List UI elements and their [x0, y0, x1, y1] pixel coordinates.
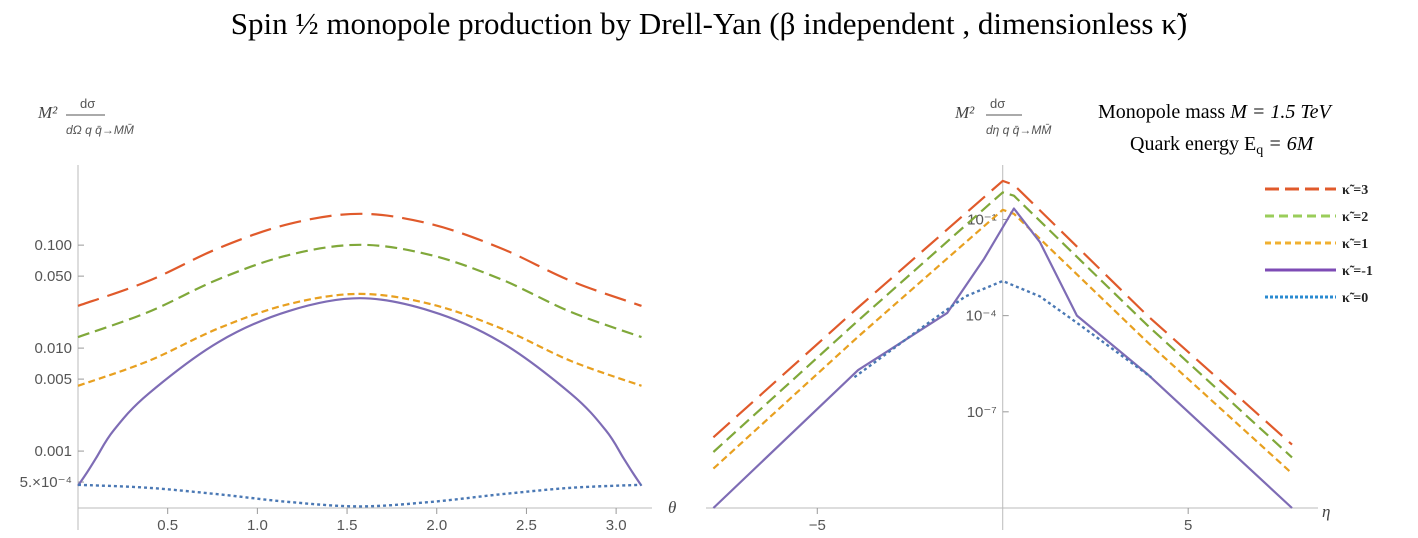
right-ylabel-main: M² — [954, 103, 975, 122]
legend-label-0: κ̃ =3 — [1342, 183, 1368, 198]
right-ylabel: M² dσ dη q q̄→MM̄ — [954, 96, 1051, 137]
left-series-line-2 — [77, 292, 642, 387]
right-x-tick-label: 5 — [1184, 517, 1192, 534]
left-x-tick-label: 3.0 — [606, 517, 627, 534]
right-xlabel: η — [1322, 502, 1330, 521]
left-xlabel: θ — [668, 498, 676, 517]
left-series-line-4 — [77, 483, 642, 508]
left-x-tick-label: 1.0 — [247, 517, 268, 534]
left-y-tick-label: 0.010 — [34, 340, 72, 357]
legend-label-2: κ̃ =1 — [1342, 237, 1368, 252]
right-panel: −5 5 10⁻⁷ 10⁻⁴ 10⁻¹ — [706, 165, 1318, 534]
left-y-tick-label: 5.×10⁻⁴ — [20, 474, 72, 491]
left-x-tick-label: 0.5 — [157, 517, 178, 534]
right-series-line-0 — [712, 179, 1293, 446]
left-series-line-3 — [77, 297, 643, 487]
left-x-tick-label: 2.0 — [426, 517, 447, 534]
legend: κ̃ =3 κ̃ =2 κ̃ =1 κ̃ =-1 κ̃ =0 — [1265, 183, 1373, 306]
right-y-tick-label: 10⁻⁷ — [967, 404, 997, 421]
legend-label-3: κ̃ =-1 — [1342, 264, 1373, 279]
chart-main-title: Spin ½ monopole production by Drell-Yan … — [230, 6, 1188, 41]
annotation-block: Monopole mass M = 1.5 TeV Quark energy E… — [1098, 101, 1334, 158]
left-ylabel-main: M² — [37, 103, 58, 122]
annotation-line2-sub: q — [1256, 143, 1263, 158]
annotation-line-2: Quark energy Eq = 6M — [1130, 133, 1315, 158]
left-y-tick-label: 0.050 — [34, 268, 72, 285]
annotation-line2-math: E — [1244, 133, 1256, 155]
right-ylabel-den: dη q q̄→MM̄ — [986, 123, 1051, 137]
right-series-line-1 — [712, 191, 1293, 459]
right-series-line-3 — [712, 207, 1293, 509]
left-panel: 0.5 1.0 1.5 2.0 2.5 3.0 5.×10⁻⁴ 0.001 0.005 0.010… — [20, 165, 652, 534]
right-series-line-2 — [712, 208, 1293, 475]
left-x-tick-label: 1.5 — [337, 517, 358, 534]
annotation-line1-text: Monopole mass — [1098, 101, 1230, 123]
annotation-line-1: Monopole mass M = 1.5 TeV — [1098, 101, 1334, 123]
left-y-tick-label: 0.100 — [34, 237, 72, 254]
left-y-tick-label: 0.005 — [34, 371, 72, 388]
left-ylabel: M² dσ dΩ q q̄→MM̄ — [37, 96, 134, 137]
right-series-line-4 — [853, 279, 1152, 379]
left-ylabel-den: dΩ q q̄→MM̄ — [66, 123, 134, 137]
right-y-tick-label: 10⁻¹ — [967, 211, 997, 228]
left-ylabel-num: dσ — [80, 96, 95, 111]
annotation-line2-text: Quark energy — [1130, 133, 1244, 155]
left-y-tick-label: 0.001 — [34, 443, 72, 460]
legend-label-4: κ̃ =0 — [1342, 291, 1368, 306]
right-y-tick-label: 10⁻⁴ — [966, 308, 997, 325]
left-series-line-1 — [77, 243, 642, 339]
right-ylabel-num: dσ — [990, 96, 1005, 111]
right-x-tick-label: −5 — [809, 517, 826, 534]
annotation-line2-rest: = 6M — [1263, 133, 1314, 155]
left-series-line-0 — [77, 212, 642, 307]
left-x-tick-label: 2.5 — [516, 517, 537, 534]
legend-label-1: κ̃ =2 — [1342, 210, 1368, 225]
annotation-line1-math: M = 1.5 TeV — [1229, 101, 1333, 123]
